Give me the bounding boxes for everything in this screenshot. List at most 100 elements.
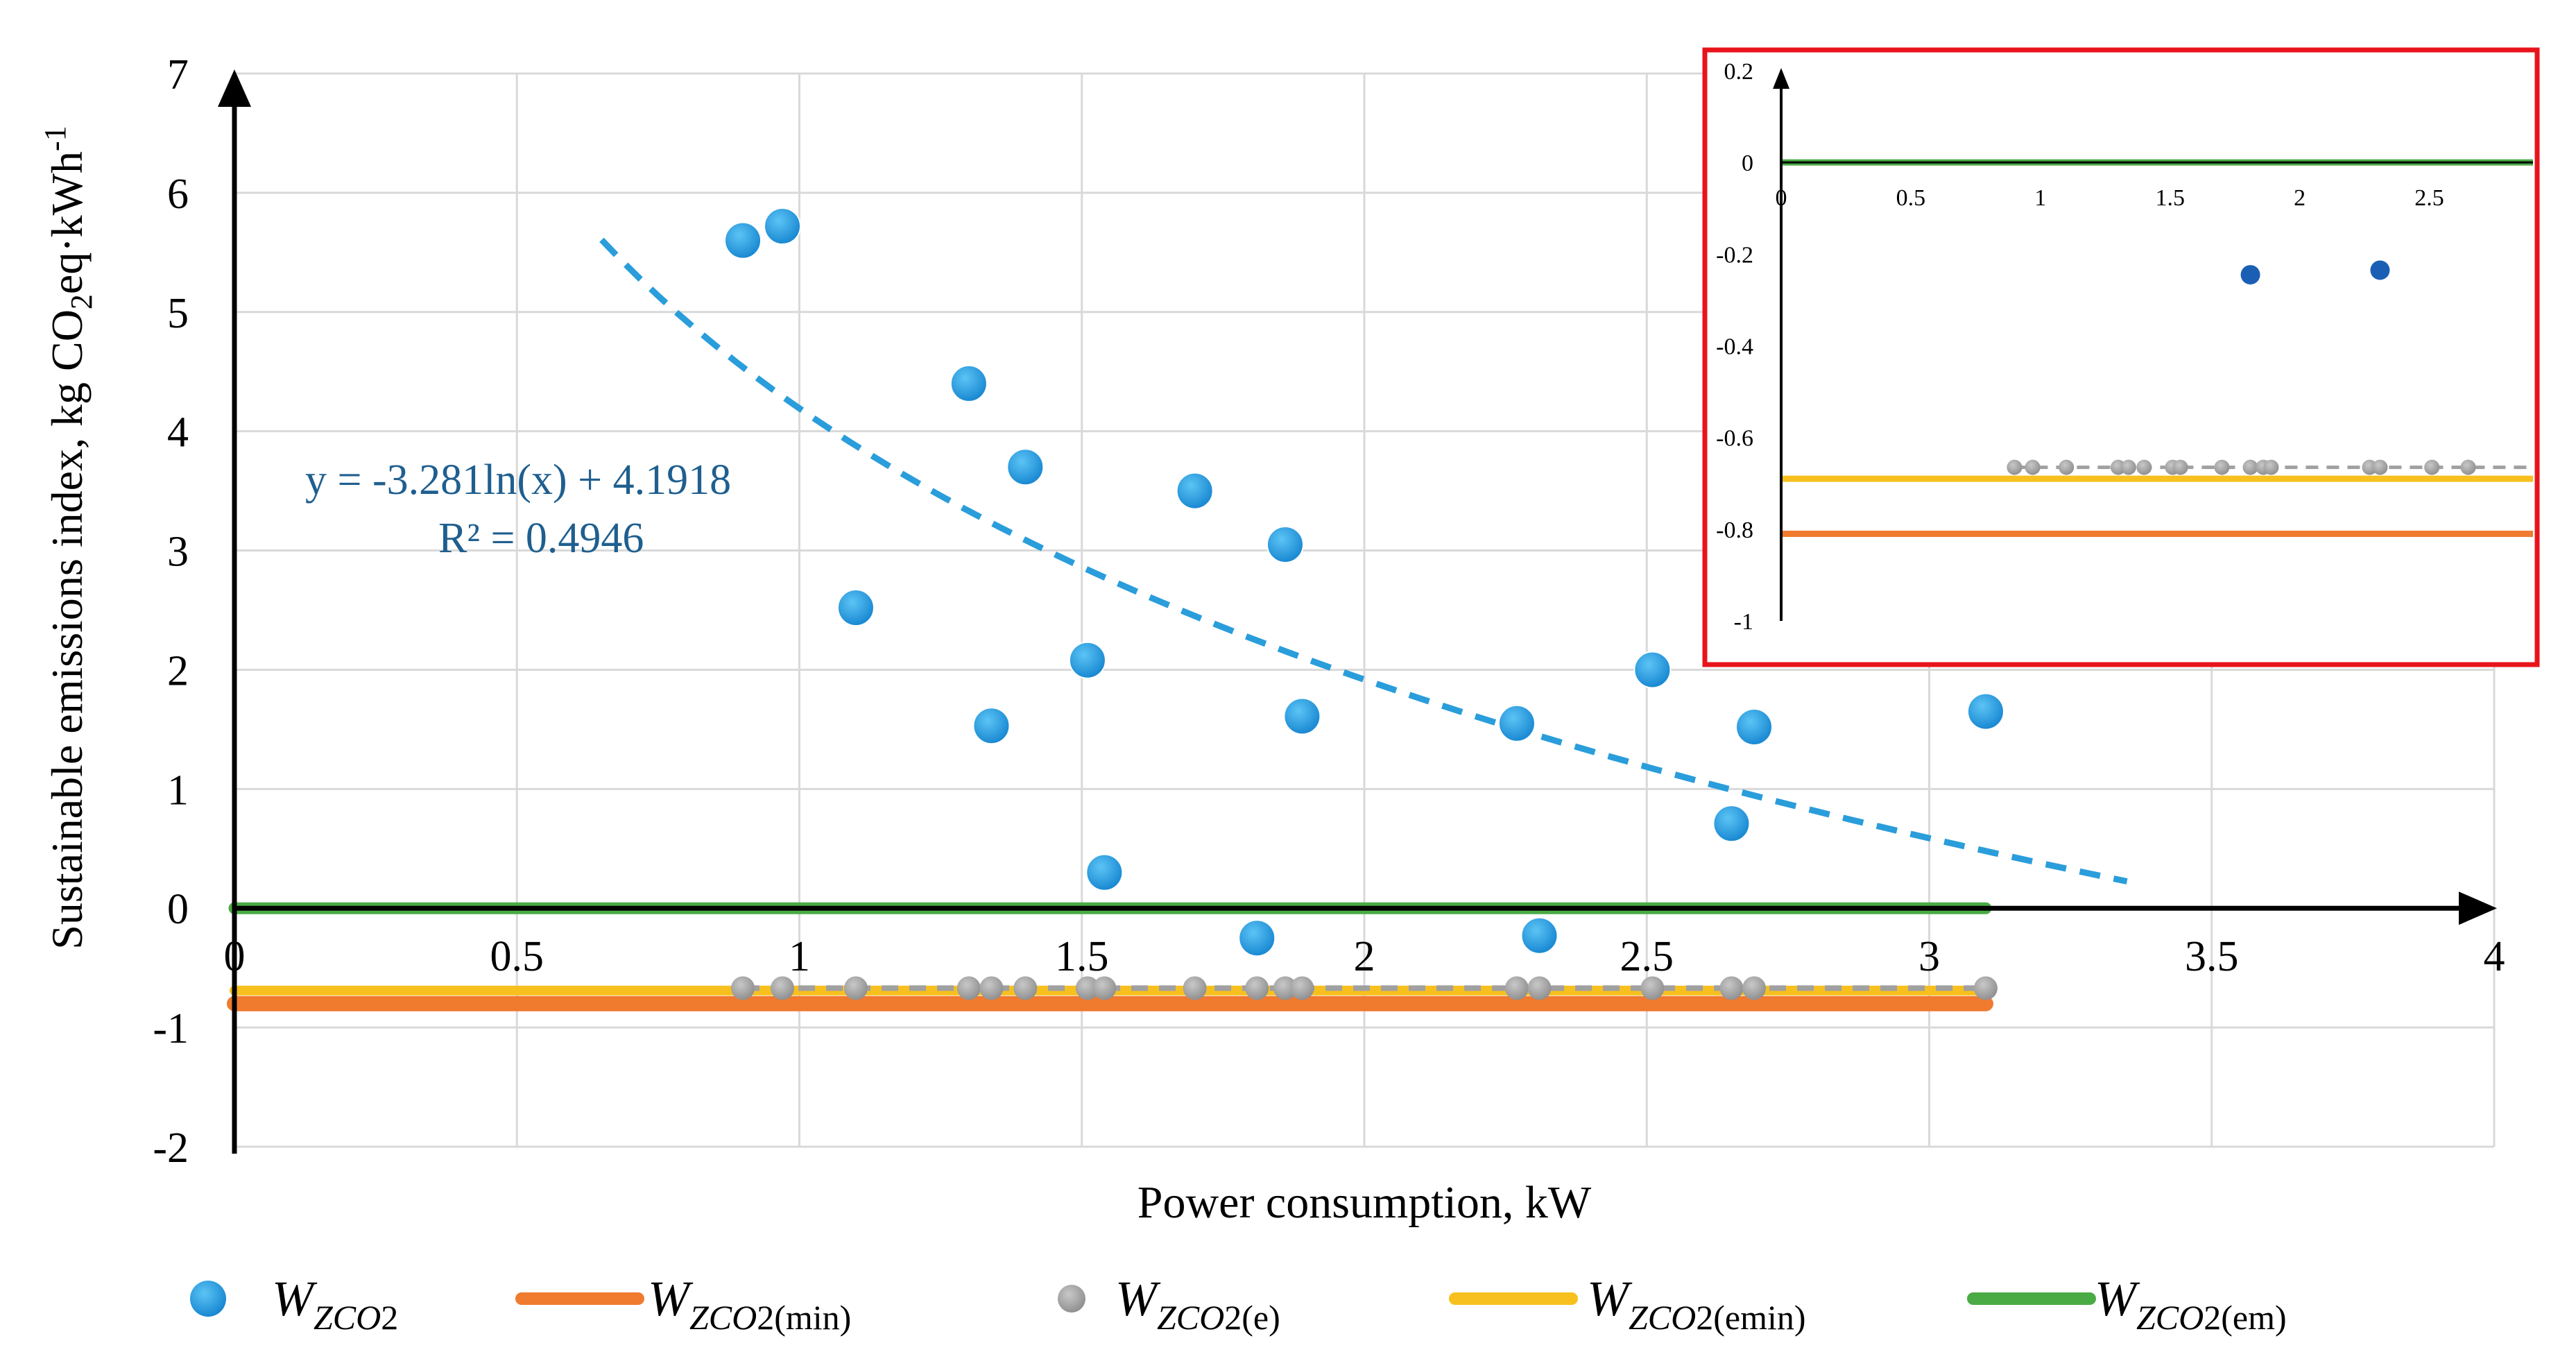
y-axis-title: Sustainable emissions index, kg CO2eq·kW… <box>38 126 98 949</box>
legend: WZCO2 WZCO2(min) WZCO2(e) WZCO2(emin) WZCO2(… <box>190 1271 2287 1337</box>
inset-e-point <box>2214 459 2230 475</box>
inset-e-point <box>2136 459 2152 475</box>
data-point <box>724 221 762 259</box>
data-point <box>1283 697 1321 735</box>
legend-label-sub: ZCO <box>1157 1298 1224 1337</box>
x-tick-label: 3.5 <box>2185 933 2239 980</box>
y-tick-label: 7 <box>167 51 189 99</box>
data-point <box>836 589 875 627</box>
main-plot: -2 -1 0 1 2 3 4 5 6 7 0 0.5 1 1.5 2 2.5 3 3.5 4 y = -3.281l… <box>38 51 2505 1228</box>
data-point <box>1497 704 1536 742</box>
y-tick-label: 2 <box>167 647 189 694</box>
inset-y-tick-label: -0.2 <box>1716 242 1753 268</box>
e-point <box>1527 976 1552 1000</box>
inset-e-point <box>2424 459 2440 475</box>
x-tick-label: 0 <box>224 933 246 980</box>
inset-e-point <box>2059 459 2075 475</box>
inset-y-tick-label: 0 <box>1742 151 1753 176</box>
e-point <box>1075 976 1099 1000</box>
inset-data-point <box>2370 260 2390 280</box>
legend-label-base: W <box>1587 1271 1633 1326</box>
data-point <box>1176 472 1214 510</box>
x-tick-label: 1.5 <box>1055 933 1109 980</box>
y-tick-label: -2 <box>153 1125 189 1172</box>
e-point <box>1245 976 1269 1000</box>
legend-label-sub-digit: 2 <box>2204 1298 2221 1337</box>
data-point <box>1520 916 1559 955</box>
y-axis-title-base: Sustainable emissions index, kg CO <box>42 309 92 950</box>
inset-y-tick-label: -0.4 <box>1716 334 1753 360</box>
e-point <box>1504 976 1529 1000</box>
inset-e-point <box>2372 459 2388 475</box>
y-tick-label: 6 <box>167 171 189 218</box>
data-point <box>1006 448 1045 486</box>
inset-y-tick-label: -0.8 <box>1716 518 1753 543</box>
legend-label-sub-digit: 2 <box>1224 1298 1242 1337</box>
legend-label-sub-digit: 2 <box>381 1298 398 1337</box>
data-point <box>1633 651 1672 689</box>
inset-e-point <box>2025 459 2041 475</box>
x-tick-label: 4 <box>2484 933 2505 980</box>
e-point <box>1742 976 1767 1000</box>
data-point <box>1238 919 1276 957</box>
legend-label-sub-digit: 2 <box>1696 1298 1713 1337</box>
y-axis-title-sub: 2 <box>65 294 98 309</box>
y-axis-title-mid: eq·kWh <box>42 151 92 294</box>
legend-label-tail: (emin) <box>1713 1298 1805 1337</box>
e-point <box>731 976 755 1000</box>
data-point <box>764 207 802 246</box>
data-point <box>1068 641 1106 679</box>
inset-plot: -1 -0.8 -0.6 -0.4 -0.2 0 0.2 0 0.5 1 1.5 2 2.5 <box>1702 47 2540 667</box>
inset-x-tick-label: 2 <box>2294 185 2305 211</box>
inset-e-point <box>2120 459 2136 475</box>
inset-x-tick-label: 1.5 <box>2155 185 2185 211</box>
y-tick-label: 5 <box>167 290 189 337</box>
data-point <box>950 364 988 402</box>
e-point <box>843 976 868 1000</box>
inset-data-point <box>2240 265 2260 285</box>
e-point <box>1013 976 1038 1000</box>
legend-label-tail: (e) <box>1242 1298 1280 1337</box>
inset-y-tick-label: -0.6 <box>1716 426 1753 452</box>
e-point <box>1290 976 1314 1000</box>
y-tick-label: 4 <box>167 409 189 456</box>
trendline <box>599 237 2128 884</box>
y-tick-label: -1 <box>153 1005 189 1052</box>
legend-emin-label: WZCO2(emin) <box>1587 1271 1806 1337</box>
legend-e-marker <box>1058 1285 1085 1313</box>
legend-label-tail: (min) <box>774 1298 851 1337</box>
inset-x-tick-label: 1 <box>2034 185 2046 211</box>
inset-frame <box>1702 47 2540 667</box>
inset-e-point <box>2263 459 2279 475</box>
x-tick-label: 0.5 <box>490 933 544 980</box>
e-point <box>771 976 795 1000</box>
e-point <box>956 976 981 1000</box>
legend-e-label: WZCO2(e) <box>1115 1271 1280 1337</box>
y-tick-label: 3 <box>167 529 189 576</box>
e-point <box>1973 976 1998 1000</box>
inset-e-point <box>2172 459 2188 475</box>
x-tick-label: 3 <box>1918 933 1940 980</box>
e-point <box>1640 976 1665 1000</box>
legend-label-base: W <box>1115 1271 1161 1326</box>
x-tick-label: 2 <box>1354 933 1375 980</box>
inset-e-point <box>2007 459 2023 475</box>
y-tick-label: 0 <box>167 886 189 933</box>
x-tick-label: 2.5 <box>1620 933 1674 980</box>
legend-label-sub-digit: 2 <box>757 1298 774 1337</box>
legend-label-sub: ZCO <box>2136 1298 2204 1337</box>
legend-label-base: W <box>648 1271 694 1326</box>
legend-pts-marker <box>190 1281 226 1317</box>
x-axis-arrow <box>2459 891 2497 925</box>
inset-x-tick-label: 2.5 <box>2414 185 2444 211</box>
data-point <box>972 707 1011 745</box>
legend-label-base: W <box>272 1271 318 1326</box>
inset-e-point <box>2460 459 2476 475</box>
inset-y-tick-label: 0.2 <box>1724 59 1754 85</box>
y-axis-title-sup: -1 <box>38 126 72 151</box>
e-point <box>1719 976 1744 1000</box>
legend-pts-label: WZCO2 <box>272 1271 398 1337</box>
inset-e-point <box>2242 459 2258 475</box>
e-point <box>1183 976 1207 1000</box>
